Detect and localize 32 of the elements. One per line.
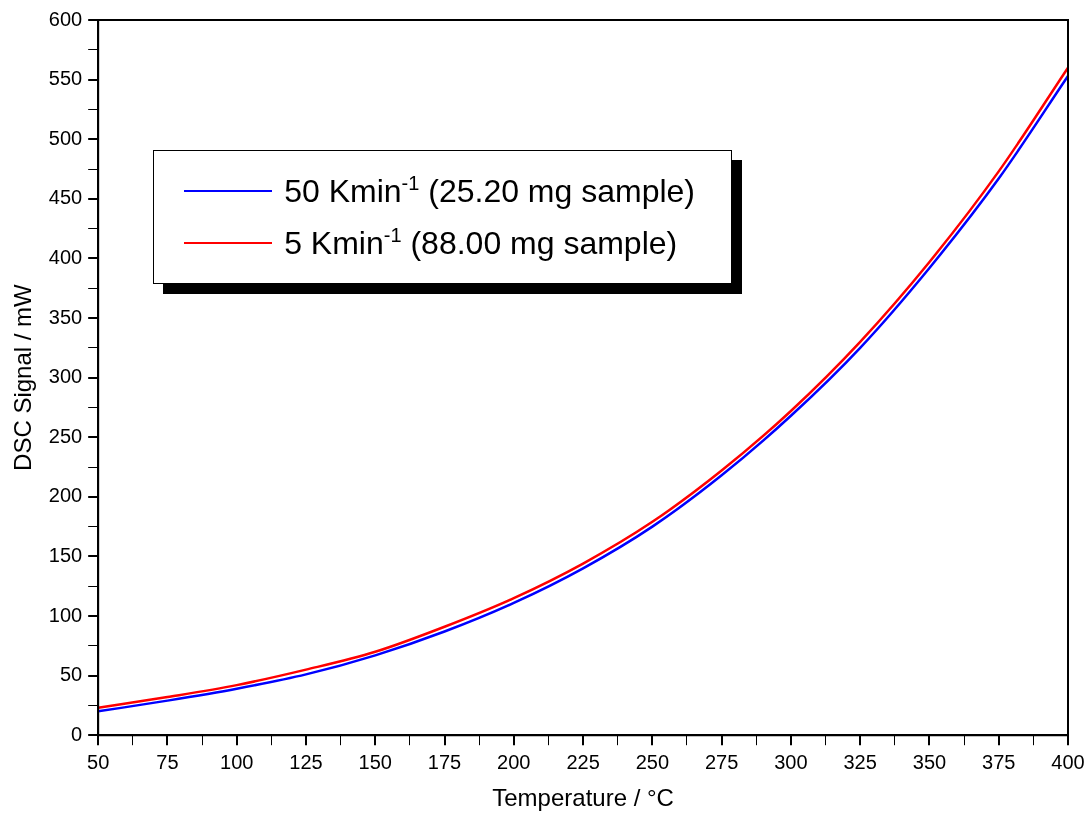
legend-label: 5 Kmin$^{-1}$ (88.00 mg sample) — [284, 224, 678, 262]
y-tick-label: 450 — [48, 186, 83, 209]
y-tick-label: 0 — [71, 722, 83, 745]
x-tick-label: 225 — [566, 750, 600, 773]
x-tick-label: 150 — [358, 750, 392, 773]
y-tick-label: 200 — [48, 484, 83, 507]
y-tick-label: 150 — [48, 543, 83, 566]
x-tick-label: 50 — [87, 750, 110, 773]
legend-label: 50 Kmin$^{-1}$ (25.20 mg sample) — [284, 172, 696, 210]
x-tick-label: 125 — [289, 750, 323, 773]
y-axis-title: DSC Signal / mW — [9, 283, 37, 471]
y-tick-label: 600 — [48, 7, 83, 30]
x-tick-label: 100 — [220, 750, 254, 773]
x-tick-label: 350 — [912, 750, 947, 773]
y-tick-label: 250 — [48, 424, 83, 447]
y-tick-label: 50 — [59, 663, 83, 686]
y-tick-label: 100 — [48, 603, 83, 626]
x-tick-label: 375 — [982, 750, 1016, 773]
y-tick-label: 300 — [48, 365, 83, 388]
y-tick-label: 550 — [48, 67, 83, 90]
y-tick-label: 500 — [48, 126, 83, 149]
x-tick-label: 175 — [427, 750, 462, 773]
x-axis-title: Temperature / °C — [492, 784, 674, 812]
y-tick-label: 350 — [48, 305, 83, 328]
x-tick-label: 75 — [156, 750, 179, 773]
y-tick-label: 400 — [48, 245, 83, 268]
x-tick-label: 275 — [704, 750, 739, 773]
x-tick-label: 400 — [1051, 750, 1085, 773]
x-tick-label: 200 — [497, 750, 531, 773]
x-tick-label: 300 — [774, 750, 808, 773]
x-tick-label: 325 — [843, 750, 877, 773]
x-tick-label: 250 — [635, 750, 670, 773]
